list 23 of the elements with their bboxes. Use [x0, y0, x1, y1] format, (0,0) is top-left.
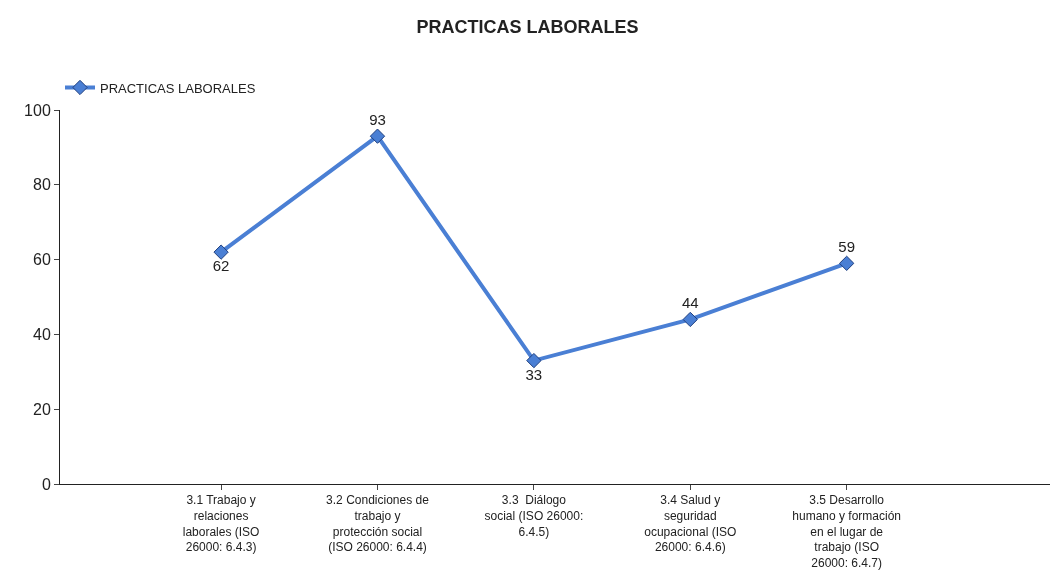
y-tick-label: 20	[33, 400, 51, 418]
data-label: 33	[525, 365, 543, 383]
point	[526, 352, 542, 369]
y-tick-label: 60	[33, 251, 51, 269]
data-label: 93	[369, 110, 386, 128]
data-label: 62	[212, 257, 230, 275]
x-tick-label: 3.3 Diálogo social (ISO 26000: 6.4.5)	[484, 493, 584, 539]
legend-label: PRACTICAS LABORALES	[100, 80, 256, 96]
x-tick-label: 3.5 Desarrollo humano y formación en el lugar de trabajo (ISO 26000: 6.4.7)	[792, 493, 902, 570]
x-tick-label: 3.1 Trabajo y relaciones laborales (ISO 26000: 6.4.3)	[182, 493, 260, 555]
x-tick-label: 3.4 Salud y seguridad ocupacional (ISO 26000: 6.4.6)	[644, 493, 737, 555]
point	[213, 244, 229, 260]
y-tick-label: 100	[24, 101, 51, 119]
chart-title: PRACTICAS LABORALES	[416, 17, 639, 38]
y-tick-label: 0	[41, 475, 51, 493]
x-tick-label: 3.2 Condiciones de trabajo y protección social (ISO 26000: 6.4.4)	[326, 493, 430, 555]
data-label: 59	[838, 237, 856, 255]
data-label: 44	[681, 293, 699, 311]
point	[839, 255, 855, 271]
point	[682, 311, 698, 328]
y-tick-label: 80	[33, 176, 51, 194]
y-tick-label: 40	[33, 326, 51, 343]
point	[369, 128, 386, 144]
